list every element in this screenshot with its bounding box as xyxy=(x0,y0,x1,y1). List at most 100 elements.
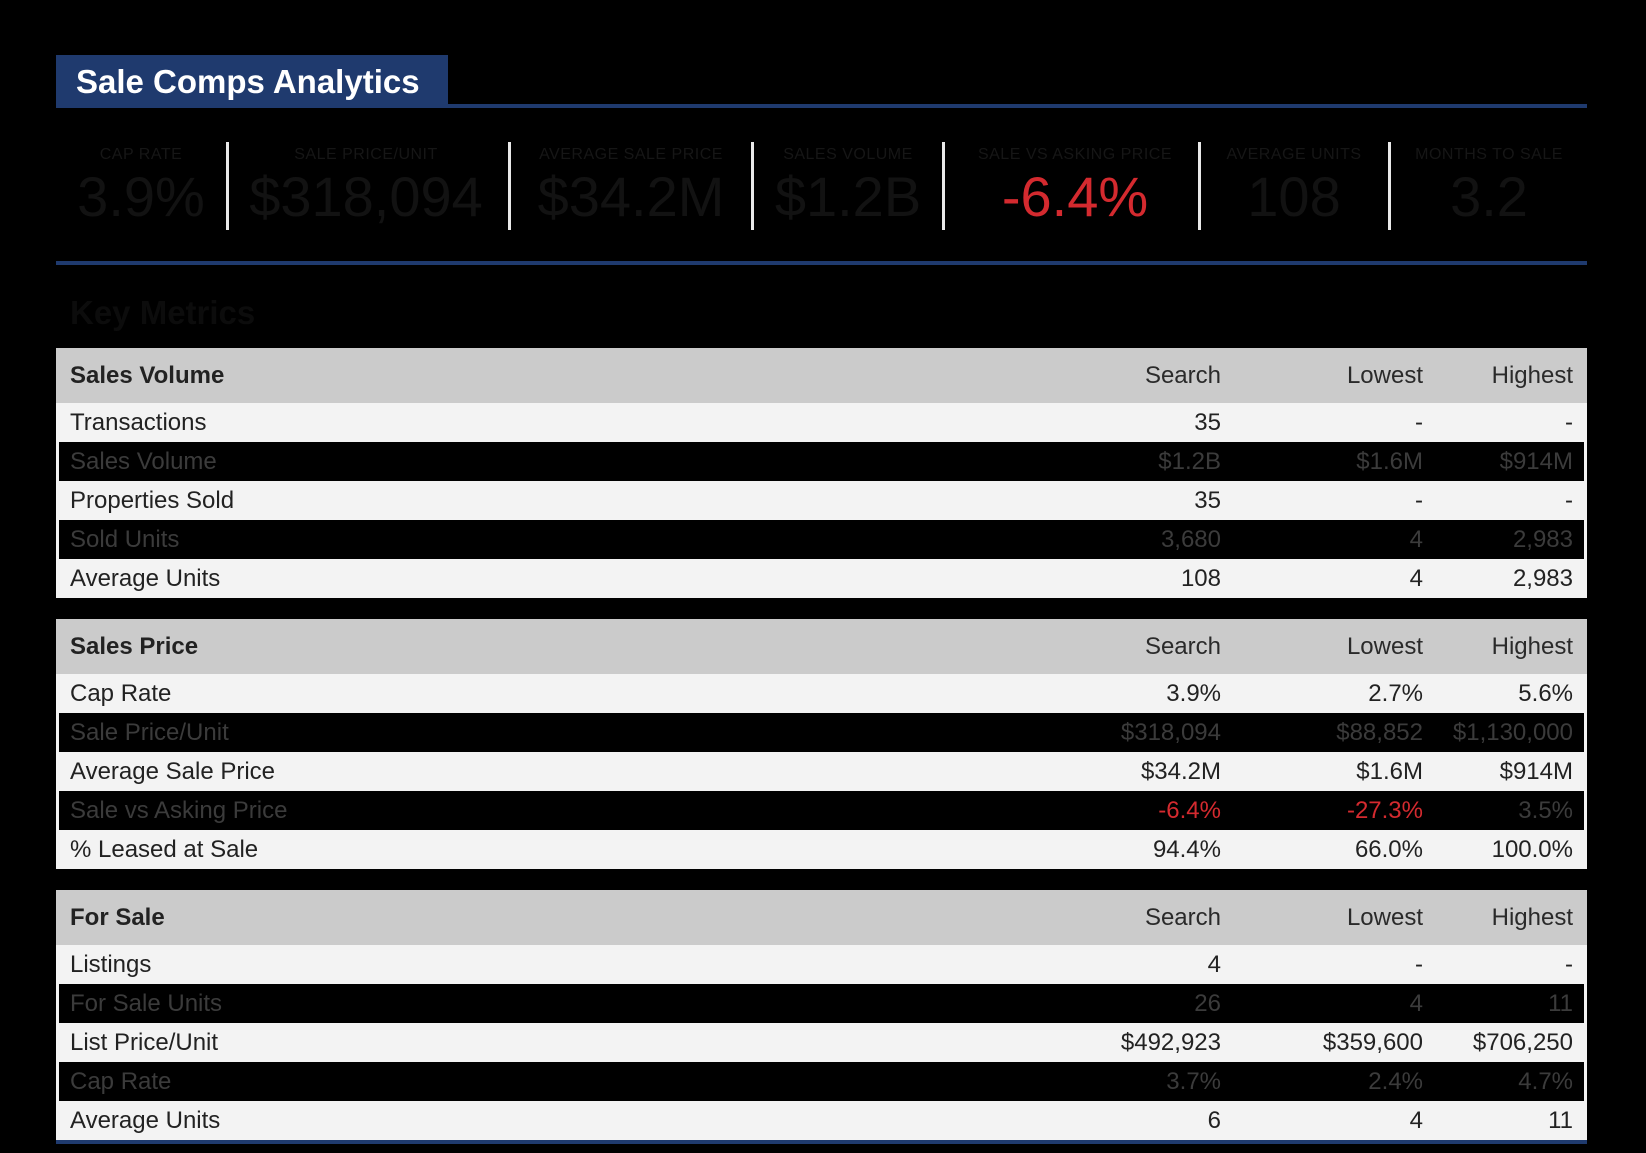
column-header: Lowest xyxy=(1235,619,1437,674)
cell-search: $34.2M xyxy=(1059,752,1235,791)
cell-search: -6.4% xyxy=(1059,791,1235,830)
cell-lowest: 66.0% xyxy=(1235,830,1437,869)
cell-highest: 11 xyxy=(1437,984,1587,1023)
row-label: Properties Sold xyxy=(56,481,1059,520)
cell-lowest: 4 xyxy=(1235,559,1437,598)
footer-rule xyxy=(56,1140,1587,1144)
kpi-divider xyxy=(942,142,945,230)
sales-price-table: Sales Price Search Lowest Highest Cap Ra… xyxy=(56,619,1587,869)
column-header: Search xyxy=(1059,348,1235,403)
cell-highest: 5.6% xyxy=(1437,674,1587,713)
kpi-value: $318,094 xyxy=(249,165,483,228)
cell-highest: $1,130,000 xyxy=(1437,713,1587,752)
row-label: Transactions xyxy=(56,403,1059,442)
title-rule xyxy=(56,104,1587,108)
table-row: For Sale Units 26 4 11 xyxy=(56,984,1587,1023)
row-label: Average Units xyxy=(56,559,1059,598)
kpi-divider xyxy=(508,142,511,230)
section-heading: Key Metrics xyxy=(70,294,256,331)
kpi-label: AVERAGE SALE PRICE xyxy=(539,146,723,163)
cell-search: 3,680 xyxy=(1059,520,1235,559)
cell-lowest: 2.7% xyxy=(1235,674,1437,713)
table-title: For Sale xyxy=(56,890,1059,945)
table-row: Cap Rate 3.7% 2.4% 4.7% xyxy=(56,1062,1587,1101)
kpi-value: $34.2M xyxy=(537,165,725,228)
cell-highest: $914M xyxy=(1437,442,1587,481)
cell-lowest: $359,600 xyxy=(1235,1023,1437,1062)
kpi-divider xyxy=(1388,142,1391,230)
cell-search: 94.4% xyxy=(1059,830,1235,869)
row-label: % Leased at Sale xyxy=(56,830,1059,869)
cell-lowest: - xyxy=(1235,945,1437,984)
cell-search: 4 xyxy=(1059,945,1235,984)
table-row: Average Sale Price $34.2M $1.6M $914M xyxy=(56,752,1587,791)
table-row: Listings 4 - - xyxy=(56,945,1587,984)
kpi-value: 108 xyxy=(1247,165,1341,228)
cell-search: $318,094 xyxy=(1059,713,1235,752)
table-row: Properties Sold 35 - - xyxy=(56,481,1587,520)
table-title: Sales Price xyxy=(56,619,1059,674)
kpi-divider xyxy=(751,142,754,230)
cell-lowest: $1.6M xyxy=(1235,752,1437,791)
kpi-strip: CAP RATE 3.9% SALE PRICE/UNIT $318,094 A… xyxy=(56,138,1587,234)
kpi-sale-price-unit: SALE PRICE/UNIT $318,094 xyxy=(232,138,500,234)
kpi-value: 3.9% xyxy=(77,165,205,228)
cell-lowest: -27.3% xyxy=(1235,791,1437,830)
column-header: Search xyxy=(1059,890,1235,945)
cell-lowest: $1.6M xyxy=(1235,442,1437,481)
table-row: Sold Units 3,680 4 2,983 xyxy=(56,520,1587,559)
cell-highest: 2,983 xyxy=(1437,559,1587,598)
kpi-label: SALE PRICE/UNIT xyxy=(294,146,438,163)
cell-highest: 4.7% xyxy=(1437,1062,1587,1101)
row-label: Average Units xyxy=(56,1101,1059,1140)
kpi-rule xyxy=(56,261,1587,265)
for-sale-table: For Sale Search Lowest Highest Listings … xyxy=(56,890,1587,1140)
cell-lowest: 4 xyxy=(1235,1101,1437,1140)
cell-lowest: 4 xyxy=(1235,520,1437,559)
kpi-divider xyxy=(1198,142,1201,230)
table-row: Cap Rate 3.9% 2.7% 5.6% xyxy=(56,674,1587,713)
column-header: Search xyxy=(1059,619,1235,674)
cell-search: 6 xyxy=(1059,1101,1235,1140)
cell-search: 3.9% xyxy=(1059,674,1235,713)
table-row: Average Units 6 4 11 xyxy=(56,1101,1587,1140)
cell-lowest: - xyxy=(1235,403,1437,442)
row-label: Cap Rate xyxy=(56,674,1059,713)
table-header-row: Sales Price Search Lowest Highest xyxy=(56,619,1587,674)
row-label: Sale Price/Unit xyxy=(56,713,1059,752)
cell-highest: 11 xyxy=(1437,1101,1587,1140)
sales-volume-table: Sales Volume Search Lowest Highest Trans… xyxy=(56,348,1587,598)
cell-highest: - xyxy=(1437,481,1587,520)
kpi-value: 3.2 xyxy=(1450,165,1528,228)
kpi-cap-rate: CAP RATE 3.9% xyxy=(66,138,216,234)
table-header-row: For Sale Search Lowest Highest xyxy=(56,890,1587,945)
kpi-average-units: AVERAGE UNITS 108 xyxy=(1204,138,1384,234)
column-header: Lowest xyxy=(1235,348,1437,403)
cell-lowest: 4 xyxy=(1235,984,1437,1023)
cell-lowest: $88,852 xyxy=(1235,713,1437,752)
cell-highest: - xyxy=(1437,945,1587,984)
kpi-average-sale-price: AVERAGE SALE PRICE $34.2M xyxy=(514,138,748,234)
kpi-label: AVERAGE UNITS xyxy=(1226,146,1362,163)
row-label: For Sale Units xyxy=(56,984,1059,1023)
row-label: Listings xyxy=(56,945,1059,984)
column-header: Lowest xyxy=(1235,890,1437,945)
cell-highest: 3.5% xyxy=(1437,791,1587,830)
table-row: Sales Volume $1.2B $1.6M $914M xyxy=(56,442,1587,481)
cell-lowest: - xyxy=(1235,481,1437,520)
cell-search: 35 xyxy=(1059,403,1235,442)
kpi-divider xyxy=(226,142,229,230)
cell-highest: 100.0% xyxy=(1437,830,1587,869)
table-row: List Price/Unit $492,923 $359,600 $706,2… xyxy=(56,1023,1587,1062)
cell-search: 26 xyxy=(1059,984,1235,1023)
cell-highest: 2,983 xyxy=(1437,520,1587,559)
column-header: Highest xyxy=(1437,348,1587,403)
kpi-value: -6.4% xyxy=(1001,165,1149,228)
table-row: Sale Price/Unit $318,094 $88,852 $1,130,… xyxy=(56,713,1587,752)
table-row: Average Units 108 4 2,983 xyxy=(56,559,1587,598)
cell-search: 108 xyxy=(1059,559,1235,598)
cell-search: $1.2B xyxy=(1059,442,1235,481)
row-label: Sale vs Asking Price xyxy=(56,791,1059,830)
cell-search: 35 xyxy=(1059,481,1235,520)
table-row: % Leased at Sale 94.4% 66.0% 100.0% xyxy=(56,830,1587,869)
